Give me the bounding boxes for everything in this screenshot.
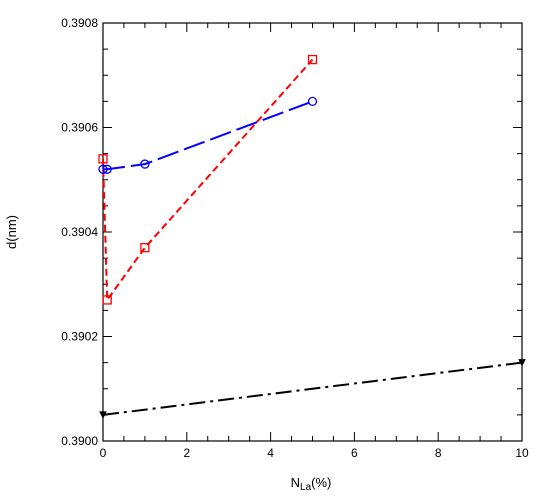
- y-tick-label: 0.3908: [61, 16, 98, 30]
- x-tick-label: 8: [435, 446, 442, 460]
- x-tick-label: 2: [183, 446, 190, 460]
- y-tick-label: 0.3902: [61, 330, 98, 344]
- data-point-square: [307, 54, 318, 65]
- data-point-square: [98, 154, 108, 164]
- data-point-square: [102, 295, 112, 305]
- tick-labels: 0.3900 0.3902 0.3904 0.3906 0.3908 0 2 4 6 8 10: [61, 16, 529, 460]
- series-line-1: [102, 58, 314, 303]
- y-tick-label: 0.3906: [61, 121, 98, 135]
- x-tick-label: 4: [267, 446, 274, 460]
- y-axis-label: d(nm): [4, 215, 19, 249]
- data-point-square: [140, 243, 150, 253]
- series-line-2: [103, 100, 313, 171]
- data-point-triangle: [518, 359, 526, 367]
- y-tick-label: 0.3904: [61, 225, 98, 239]
- x-tick-label: 0: [100, 446, 107, 460]
- axis-ticks: [102, 22, 523, 442]
- series-group: [98, 54, 526, 419]
- x-axis-label-suffix: (%): [311, 475, 331, 490]
- y-tick-label: 0.3900: [61, 434, 98, 448]
- x-axis-label: NLa(%): [291, 475, 332, 493]
- data-point-circle: [98, 164, 108, 174]
- x-axis-label-sub: La: [300, 482, 312, 493]
- x-tick-label: 10: [515, 446, 529, 460]
- x-tick-label: 6: [351, 446, 358, 460]
- x-axis-label-main: N: [291, 475, 300, 490]
- data-point-circle: [307, 96, 318, 107]
- data-point-circle: [102, 164, 112, 174]
- data-point-triangle: [99, 411, 107, 419]
- series-line-3: [102, 361, 523, 416]
- plot-frame: [102, 22, 523, 442]
- data-point-circle: [140, 159, 150, 169]
